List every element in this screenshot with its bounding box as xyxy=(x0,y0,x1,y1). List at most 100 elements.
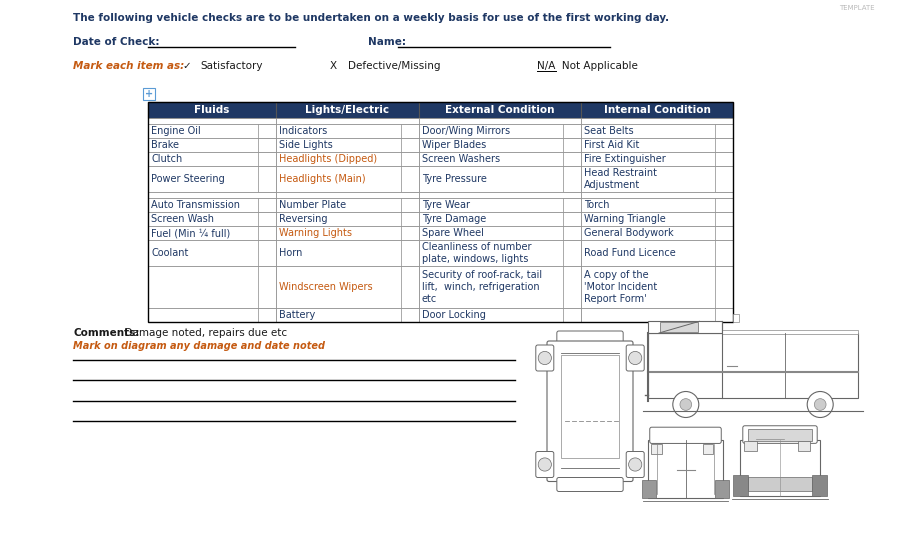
Text: General Bodywork: General Bodywork xyxy=(584,228,673,238)
Bar xyxy=(419,138,581,152)
Bar xyxy=(148,198,276,212)
Text: The following vehicle checks are to be undertaken on a weekly basis for use of t: The following vehicle checks are to be u… xyxy=(73,13,669,23)
Bar xyxy=(401,166,419,192)
Text: Fluids: Fluids xyxy=(194,105,229,115)
Text: Screen Washers: Screen Washers xyxy=(422,154,500,164)
Text: Tyre Pressure: Tyre Pressure xyxy=(422,174,487,184)
Text: Mark each item as:: Mark each item as: xyxy=(73,61,184,71)
Text: TEMPLATE: TEMPLATE xyxy=(840,5,875,11)
Bar xyxy=(563,198,581,212)
Bar xyxy=(148,212,276,226)
Bar xyxy=(276,166,419,192)
Text: ✓: ✓ xyxy=(182,61,191,71)
Bar xyxy=(276,308,419,322)
Bar xyxy=(276,102,419,118)
Text: First Aid Kit: First Aid Kit xyxy=(584,140,639,150)
Text: Warning Lights: Warning Lights xyxy=(279,228,352,238)
Text: Satisfactory: Satisfactory xyxy=(200,61,263,71)
Bar xyxy=(563,138,581,152)
Bar xyxy=(812,475,827,496)
FancyBboxPatch shape xyxy=(743,426,817,443)
Bar xyxy=(563,226,581,240)
Bar xyxy=(401,240,419,266)
Text: Mark on diagram any damage and date noted: Mark on diagram any damage and date note… xyxy=(73,341,325,351)
Bar xyxy=(648,440,723,498)
Bar xyxy=(148,266,276,308)
FancyBboxPatch shape xyxy=(650,427,721,443)
Bar xyxy=(581,226,733,240)
Bar xyxy=(148,138,276,152)
Bar xyxy=(419,124,581,138)
Circle shape xyxy=(807,391,833,418)
Bar xyxy=(581,124,733,138)
Bar xyxy=(563,152,581,166)
Text: +: + xyxy=(145,89,153,99)
Bar xyxy=(581,212,733,226)
Bar xyxy=(401,308,419,322)
Bar xyxy=(258,226,276,240)
Bar xyxy=(581,102,733,118)
Bar xyxy=(419,166,581,192)
Bar xyxy=(148,102,276,118)
Bar xyxy=(715,152,733,166)
Circle shape xyxy=(628,351,642,364)
Bar xyxy=(581,266,733,308)
Bar xyxy=(419,308,581,322)
Bar xyxy=(581,118,733,124)
Circle shape xyxy=(814,398,826,410)
Bar xyxy=(148,240,276,266)
Bar xyxy=(148,152,276,166)
Bar xyxy=(419,266,581,308)
Bar xyxy=(660,322,698,332)
Text: Door/Wing Mirrors: Door/Wing Mirrors xyxy=(422,126,510,136)
Bar xyxy=(258,124,276,138)
Bar xyxy=(722,330,858,334)
FancyBboxPatch shape xyxy=(536,345,554,371)
Text: Reversing: Reversing xyxy=(279,214,327,224)
Text: Date of Check:: Date of Check: xyxy=(73,37,159,47)
Text: Headlights (Main): Headlights (Main) xyxy=(279,174,366,184)
Text: Seat Belts: Seat Belts xyxy=(584,126,634,136)
Text: Internal Condition: Internal Condition xyxy=(603,105,710,115)
FancyBboxPatch shape xyxy=(627,345,645,371)
Bar xyxy=(276,118,419,124)
Bar xyxy=(148,118,276,124)
Bar xyxy=(581,192,733,198)
Bar xyxy=(563,124,581,138)
Circle shape xyxy=(539,458,551,471)
Text: Tyre Damage: Tyre Damage xyxy=(422,214,486,224)
Bar xyxy=(563,212,581,226)
Text: Cleanliness of number
plate, windows, lights: Cleanliness of number plate, windows, li… xyxy=(422,242,531,264)
Text: Battery: Battery xyxy=(279,310,316,320)
Bar xyxy=(258,240,276,266)
Bar xyxy=(740,440,820,496)
Bar xyxy=(276,240,419,266)
Bar xyxy=(733,314,739,322)
Text: Head Restraint
Adjustment: Head Restraint Adjustment xyxy=(584,168,657,190)
Bar xyxy=(563,166,581,192)
Text: Lights/Electric: Lights/Electric xyxy=(306,105,389,115)
Bar xyxy=(581,166,733,192)
Text: Side Lights: Side Lights xyxy=(279,140,333,150)
Bar xyxy=(419,192,581,198)
Bar xyxy=(648,333,858,398)
Bar xyxy=(419,240,581,266)
Bar xyxy=(276,192,419,198)
Text: Road Fund Licence: Road Fund Licence xyxy=(584,248,676,258)
Text: Spare Wheel: Spare Wheel xyxy=(422,228,484,238)
Text: Comments:: Comments: xyxy=(73,328,139,338)
Bar xyxy=(401,198,419,212)
Circle shape xyxy=(628,458,642,471)
Bar xyxy=(715,240,733,266)
Text: Fire Extinguisher: Fire Extinguisher xyxy=(584,154,666,164)
Bar xyxy=(276,198,419,212)
Circle shape xyxy=(680,398,691,410)
Bar xyxy=(563,266,581,308)
Text: N/A  Not Applicable: N/A Not Applicable xyxy=(537,61,638,71)
Text: Indicators: Indicators xyxy=(279,126,327,136)
Text: Damage noted, repairs due etc: Damage noted, repairs due etc xyxy=(118,328,287,338)
Bar xyxy=(401,152,419,166)
FancyBboxPatch shape xyxy=(556,331,623,345)
Bar xyxy=(148,192,276,198)
Bar xyxy=(642,480,656,498)
